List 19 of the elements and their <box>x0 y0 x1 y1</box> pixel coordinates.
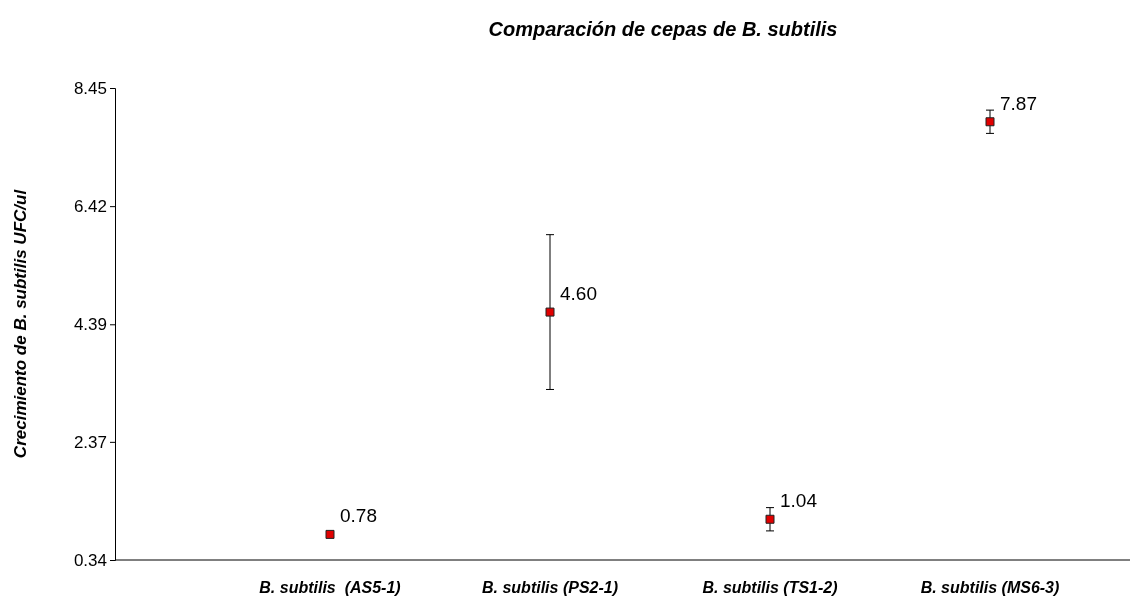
x-tick-label: B. subtilis (AS5-1) <box>259 579 401 596</box>
x-tick-label: B. subtilis (MS6-3) <box>920 579 1060 596</box>
y-axis-title: Crecimiento de B. subtilis UFC/ul <box>11 188 30 459</box>
point <box>325 529 335 539</box>
data-label: 7.87 <box>1000 92 1037 114</box>
point <box>765 514 775 524</box>
data-label: 4.60 <box>560 283 597 305</box>
chart-title: Comparación de cepas de B. subtilis <box>488 18 838 40</box>
data-label: 0.78 <box>340 505 377 527</box>
point <box>985 117 995 127</box>
y-tick-label: 2.37 <box>73 432 107 452</box>
y-tick-label: 0.34 <box>73 550 107 570</box>
y-tick-label: 4.39 <box>73 315 107 335</box>
y-tick-label: 8.45 <box>73 78 107 98</box>
data-label: 1.04 <box>780 490 818 512</box>
x-tick-label: B. subtilis (TS1-2) <box>702 579 838 596</box>
point <box>545 307 555 317</box>
y-tick-label: 6.42 <box>73 197 107 217</box>
x-tick-label: B. subtilis (PS2-1) <box>481 579 619 596</box>
